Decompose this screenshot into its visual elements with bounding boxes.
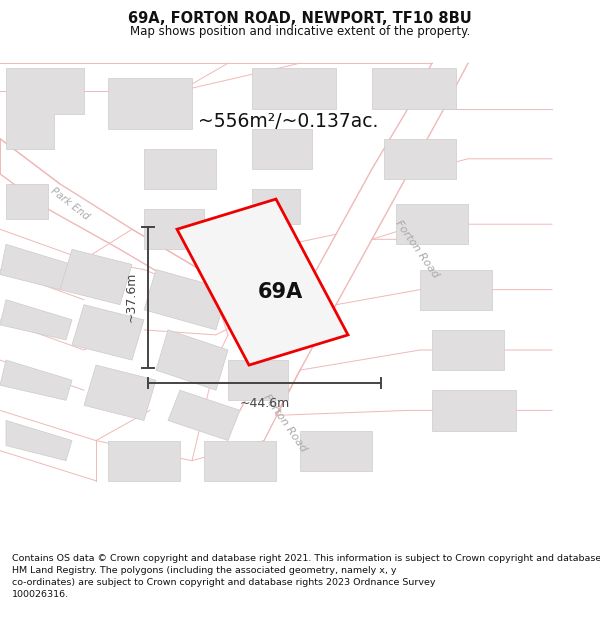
Text: 69A: 69A <box>258 282 303 302</box>
Polygon shape <box>6 68 84 149</box>
Polygon shape <box>144 149 216 189</box>
Polygon shape <box>252 189 300 224</box>
Polygon shape <box>144 209 204 249</box>
Polygon shape <box>6 184 48 219</box>
Text: ~44.6m: ~44.6m <box>239 398 290 411</box>
Polygon shape <box>156 330 228 390</box>
Polygon shape <box>420 269 492 310</box>
Polygon shape <box>60 249 132 305</box>
Polygon shape <box>6 421 72 461</box>
Polygon shape <box>432 330 504 370</box>
Polygon shape <box>204 441 276 481</box>
Text: ~37.6m: ~37.6m <box>125 272 138 322</box>
Text: Forton Road: Forton Road <box>394 219 440 280</box>
Polygon shape <box>108 78 192 129</box>
Polygon shape <box>372 68 456 109</box>
Polygon shape <box>300 431 372 471</box>
Text: Park End: Park End <box>49 186 91 222</box>
Polygon shape <box>384 139 456 179</box>
Text: Map shows position and indicative extent of the property.: Map shows position and indicative extent… <box>130 24 470 38</box>
Polygon shape <box>0 299 72 340</box>
Polygon shape <box>177 199 348 365</box>
Text: Contains OS data © Crown copyright and database right 2021. This information is : Contains OS data © Crown copyright and d… <box>12 554 600 599</box>
Polygon shape <box>252 129 312 169</box>
Polygon shape <box>108 441 180 481</box>
Polygon shape <box>168 390 240 441</box>
Polygon shape <box>252 68 336 109</box>
Polygon shape <box>432 390 516 431</box>
Text: 69A, FORTON ROAD, NEWPORT, TF10 8BU: 69A, FORTON ROAD, NEWPORT, TF10 8BU <box>128 11 472 26</box>
Polygon shape <box>396 204 468 244</box>
Text: ~556m²/~0.137ac.: ~556m²/~0.137ac. <box>198 112 378 131</box>
Text: Forton Road: Forton Road <box>262 392 308 454</box>
Polygon shape <box>144 269 228 330</box>
Polygon shape <box>0 360 72 400</box>
Polygon shape <box>72 305 144 360</box>
Polygon shape <box>228 360 288 400</box>
Polygon shape <box>0 244 72 289</box>
Polygon shape <box>84 365 156 421</box>
Polygon shape <box>252 249 300 289</box>
